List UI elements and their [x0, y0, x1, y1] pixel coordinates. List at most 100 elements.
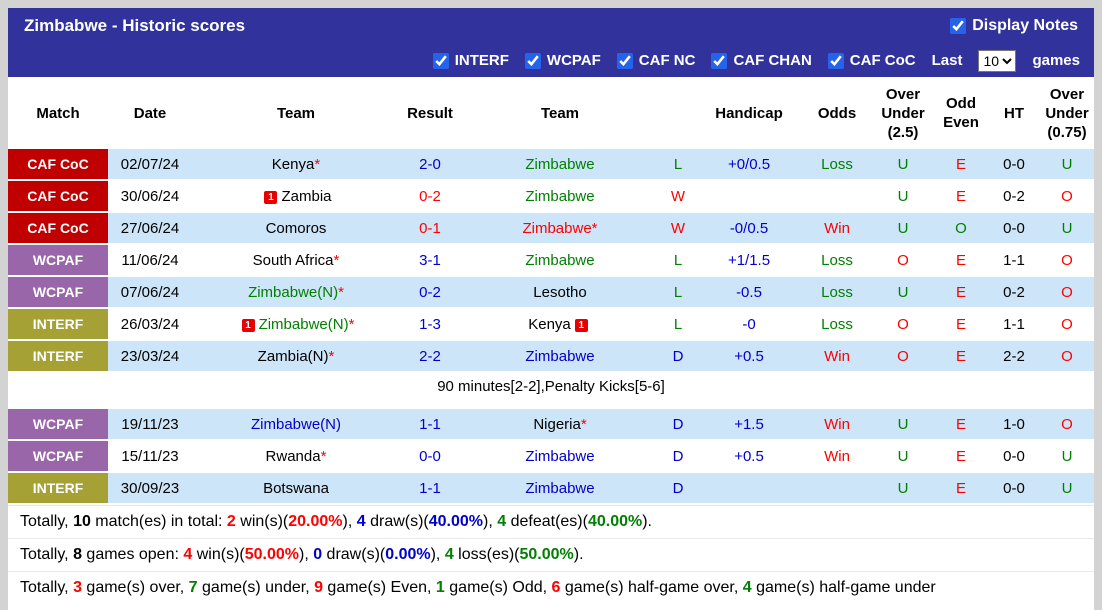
- handicap-line: [696, 180, 802, 213]
- filter-caf-chan[interactable]: CAF CHAN: [711, 52, 812, 69]
- over-under-075-value: U: [1061, 219, 1073, 237]
- competition-badge: CAF CoC: [8, 212, 108, 245]
- odd-even-value: E: [955, 283, 966, 301]
- summary-section: Totally, 10 match(es) in total: 2 win(s)…: [8, 505, 1094, 610]
- result-letter-value: L: [673, 251, 683, 269]
- team-name: Zimbabwe: [525, 479, 595, 497]
- star-marker: *: [591, 219, 598, 237]
- full-time-score-value: 2-0: [419, 155, 441, 173]
- filter-label: CAF CHAN: [733, 52, 812, 69]
- red-card-icon: 1: [241, 318, 255, 332]
- away-team: Zimbabwe: [460, 244, 660, 277]
- result-letter: L: [660, 244, 696, 277]
- star-marker: *: [333, 251, 340, 269]
- column-header: Result: [400, 77, 460, 149]
- result-letter-value: L: [673, 155, 683, 173]
- competition-badge: WCPAF: [8, 244, 108, 277]
- home-team: Zambia(N)*: [192, 340, 400, 373]
- match-date: 23/03/24: [108, 340, 192, 373]
- column-header: Over Under (2.5): [872, 77, 934, 149]
- over-under-075-value: O: [1061, 251, 1073, 269]
- full-time-score-value: 1-3: [419, 315, 441, 333]
- full-time-score: 0-1: [400, 212, 460, 245]
- odd-even: E: [934, 472, 988, 505]
- over-under-075: U: [1040, 149, 1094, 181]
- over-under-25: U: [872, 409, 934, 441]
- over-under-25: U: [872, 149, 934, 181]
- match-date: 15/11/23: [108, 440, 192, 473]
- result-letter-value: W: [670, 219, 686, 237]
- over-under-075-value: O: [1061, 415, 1073, 433]
- over-under-25-value: U: [897, 187, 909, 205]
- games-label: games: [1032, 52, 1080, 69]
- competition-badge: WCPAF: [8, 440, 108, 473]
- over-under-075: O: [1040, 340, 1094, 373]
- table-header-row: Match Date Team Result Team Handicap Odds Over …: [8, 77, 1094, 149]
- filter-wcpaf-checkbox[interactable]: [524, 52, 541, 69]
- odd-even-value: E: [955, 447, 966, 465]
- summary-line: Totally, 8 games open: 4 win(s)(50.00%),…: [8, 538, 1094, 571]
- team-name: Botswana: [263, 479, 329, 497]
- handicap-result-value: Win: [824, 347, 850, 365]
- over-under-075-value: O: [1061, 315, 1073, 333]
- match-date: 11/06/24: [108, 244, 192, 277]
- column-header: Match: [8, 77, 108, 149]
- games-count-select[interactable]: 10: [978, 49, 1017, 72]
- filter-caf-coc[interactable]: CAF CoC: [827, 52, 916, 69]
- handicap-line-value: -0/0.5: [729, 219, 769, 237]
- full-time-score: 0-0: [400, 440, 460, 473]
- over-under-25: U: [872, 276, 934, 309]
- penalty-note: 90 minutes[2-2],Penalty Kicks[5-6]: [8, 372, 1094, 401]
- competition-badge: INTERF: [8, 340, 108, 373]
- match-date: 30/09/23: [108, 472, 192, 505]
- full-time-score: 1-1: [400, 409, 460, 441]
- handicap-line: +0.5: [696, 440, 802, 473]
- filter-wcpaf[interactable]: WCPAF: [524, 52, 601, 69]
- odd-even: E: [934, 244, 988, 277]
- filter-caf-coc-checkbox[interactable]: [827, 52, 844, 69]
- competition-filters: INTERF WCPAF CAF NC CAF CHAN CAF CoC: [432, 52, 916, 69]
- filter-caf-nc-checkbox[interactable]: [616, 52, 633, 69]
- display-notes-checkbox[interactable]: [950, 18, 967, 34]
- away-team: Zimbabwe: [460, 149, 660, 181]
- filter-interf[interactable]: INTERF: [432, 52, 509, 69]
- result-letter-value: D: [672, 479, 684, 497]
- filter-caf-chan-checkbox[interactable]: [711, 52, 728, 69]
- match-row: CAF CoC 02/07/24 Kenya* 2-0 Zimbabwe L +0/0.5 L…: [8, 149, 1094, 181]
- result-letter: L: [660, 276, 696, 309]
- filter-caf-nc[interactable]: CAF NC: [616, 52, 695, 69]
- filter-interf-checkbox[interactable]: [432, 52, 449, 69]
- over-under-25-value: O: [897, 347, 909, 365]
- display-notes-toggle[interactable]: Display Notes: [950, 17, 1078, 35]
- handicap-result-value: Win: [824, 219, 850, 237]
- team-name: South Africa: [252, 251, 334, 269]
- handicap-line: -0/0.5: [696, 212, 802, 245]
- app-frame: Zimbabwe - Historic scores Display Notes…: [8, 8, 1094, 610]
- over-under-25-value: O: [897, 251, 909, 269]
- over-under-25: O: [872, 308, 934, 341]
- red-card-icon: 1: [574, 318, 588, 332]
- team-name: Rwanda: [265, 447, 321, 465]
- display-notes-label: Display Notes: [972, 17, 1078, 34]
- competition-badge: WCPAF: [8, 276, 108, 309]
- over-under-25: U: [872, 440, 934, 473]
- half-time-score: 0-0: [988, 212, 1040, 245]
- column-header: Handicap: [696, 77, 802, 149]
- odd-even: O: [934, 212, 988, 245]
- over-under-075: O: [1040, 409, 1094, 441]
- full-time-score-value: 0-2: [419, 187, 441, 205]
- summary-line: Totally, 10 match(es) in total: 2 win(s)…: [8, 505, 1094, 538]
- team-name: Kenya: [528, 315, 571, 333]
- home-team: South Africa*: [192, 244, 400, 277]
- over-under-25-value: O: [897, 315, 909, 333]
- handicap-result: Loss: [802, 308, 872, 341]
- handicap-line: +1/1.5: [696, 244, 802, 277]
- result-letter-value: W: [670, 187, 686, 205]
- team-name: Zimbabwe: [525, 447, 595, 465]
- away-team: Zimbabwe: [460, 180, 660, 213]
- odd-even: E: [934, 308, 988, 341]
- over-under-25-value: U: [897, 447, 909, 465]
- handicap-result: Loss: [802, 149, 872, 181]
- odd-even: E: [934, 440, 988, 473]
- column-header: Over Under (0.75): [1040, 77, 1094, 149]
